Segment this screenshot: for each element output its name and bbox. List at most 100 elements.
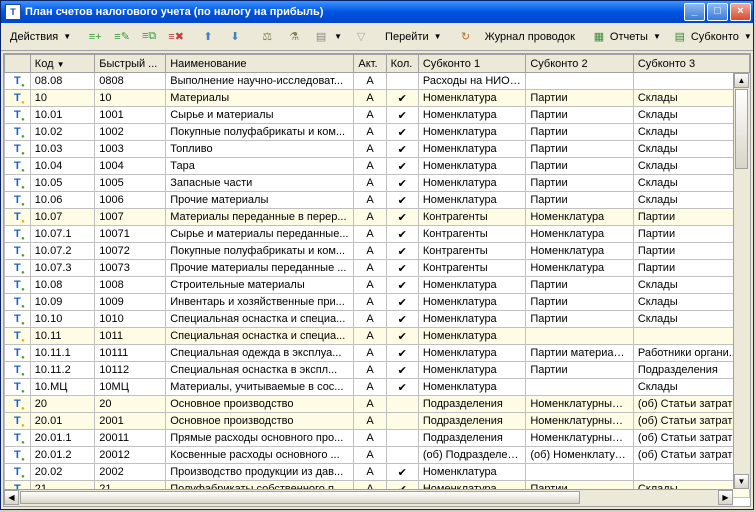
cell-kod: 10.03 [30,141,95,158]
move-up-button[interactable]: ⬆ [195,26,221,48]
titlebar[interactable]: T План счетов налогового учета (по налог… [1,1,753,23]
cell-sub1: Номенклатура [418,277,526,294]
row-type-icon: T [14,415,21,427]
table-row[interactable]: T10.071007Материалы переданные в перер..… [5,209,750,226]
cell-kod: 10.05 [30,175,95,192]
cell-sub2 [526,328,634,345]
scroll-down-button[interactable]: ▼ [734,474,749,489]
cell-kod: 10.02 [30,124,95,141]
cell-sub2: Партии материал... [526,345,634,362]
cell-akt: А [354,226,386,243]
move-down-button[interactable]: ⬇ [222,26,248,48]
delete-button[interactable]: ≡✖ [163,26,189,48]
delete-icon: ≡✖ [168,29,184,45]
table-row[interactable]: T10.031003ТопливоА✔НоменклатураПартииСкл… [5,141,750,158]
add-icon: ≡+ [87,29,103,45]
table-row[interactable]: T10.021002Покупные полуфабрикаты и ком..… [5,124,750,141]
subkonto-menu[interactable]: ▤Субконто▼ [667,26,756,48]
cell-name: Строительные материалы [166,277,354,294]
table-row[interactable]: T1010МатериалыА✔НоменклатураПартииСклады [5,90,750,107]
row-type-icon: T [14,296,21,308]
table-row[interactable]: T10.061006Прочие материалыА✔Номенклатура… [5,192,750,209]
table-row[interactable]: T10.07.210072Покупные полуфабрикаты и ко… [5,243,750,260]
cell-kol: ✔ [386,124,418,141]
cell-sub2 [526,379,634,396]
horizontal-scrollbar[interactable]: ◀ ▶ [4,489,733,506]
reports-menu[interactable]: ▦Отчеты▼ [586,26,666,48]
cell-sub2: Партии [526,90,634,107]
column-header[interactable]: Кол. [386,55,418,73]
table-row[interactable]: T10.111011Специальная оснастка и специа.… [5,328,750,345]
goto-menu[interactable]: Перейти▼ [380,26,447,48]
table-row[interactable]: T10.07.310073Прочие материалы переданные… [5,260,750,277]
cell-bystryi: 1009 [95,294,166,311]
column-header[interactable]: Быстрый ... [95,55,166,73]
cell-sub1: Номенклатура [418,362,526,379]
table-row[interactable]: T10.041004ТараА✔НоменклатураПартииСклады [5,158,750,175]
edit-button[interactable]: ≡✎ [109,26,135,48]
cell-bystryi: 1002 [95,124,166,141]
row-type-icon: T [14,330,21,342]
cell-sub1: Номенклатура [418,192,526,209]
cell-kol: ✔ [386,243,418,260]
minimize-button[interactable]: _ [684,3,705,21]
table-row[interactable]: T2020Основное производствоАПодразделения… [5,396,750,413]
refresh-button[interactable]: ↻ [453,26,479,48]
cell-kod: 10.07 [30,209,95,226]
table-row[interactable]: T10.081008Строительные материалыА✔Номенк… [5,277,750,294]
filter1-button[interactable]: ⚖ [254,26,280,48]
cell-akt: А [354,243,386,260]
scroll-left-button[interactable]: ◀ [4,490,19,505]
scroll-thumb-v[interactable] [735,89,748,169]
actions-menu[interactable]: Действия▼ [5,26,76,48]
column-header[interactable]: Субконто 1 [418,55,526,73]
copy-button[interactable]: ≡⧉ [136,26,162,48]
cell-akt: А [354,141,386,158]
cell-sub2 [526,73,634,90]
filter3-button[interactable]: ▤▼ [308,26,347,48]
table-row[interactable]: T20.01.220012Косвенные расходы основного… [5,447,750,464]
table-row[interactable]: T10.051005Запасные частиА✔НоменклатураПа… [5,175,750,192]
journal-button[interactable]: Журнал проводок [480,26,580,48]
table-row[interactable]: T10.101010Специальная оснастка и специа.… [5,311,750,328]
table-row[interactable]: T20.01.120011Прямые расходы основного пр… [5,430,750,447]
column-header[interactable]: Субконто 2 [526,55,634,73]
vertical-scrollbar[interactable]: ▲ ▼ [733,73,750,489]
cell-kod: 20 [30,396,95,413]
table-row[interactable]: T10.07.110071Сырье и материалы переданны… [5,226,750,243]
row-type-icon: T [14,279,21,291]
column-header[interactable] [5,55,31,73]
close-button[interactable]: × [730,3,751,21]
add-button[interactable]: ≡+ [82,26,108,48]
table-row[interactable]: T10.091009Инвентарь и хозяйственные при.… [5,294,750,311]
table-row[interactable]: T20.012001Основное производствоАПодразде… [5,413,750,430]
column-header[interactable]: Субконто 3 [633,55,749,73]
table-row[interactable]: T10.011001Сырье и материалыА✔Номенклатур… [5,107,750,124]
cell-sub2: Партии [526,141,634,158]
filter2-button[interactable]: ⚗ [281,26,307,48]
table-header-row[interactable]: Код ▼Быстрый ...НаименованиеАкт.Кол.Субк… [5,55,750,73]
table-row[interactable]: T08.080808Выполнение научно-исследоват..… [5,73,750,90]
table-row[interactable]: T10.11.110111Специальная одежда в эксплу… [5,345,750,362]
scroll-right-button[interactable]: ▶ [718,490,733,505]
cell-bystryi: 10111 [95,345,166,362]
cell-name: Покупные полуфабрикаты и ком... [166,243,354,260]
table-row[interactable]: T10.МЦ10МЦМатериалы, учитываемые в сос..… [5,379,750,396]
row-type-icon: T [14,194,21,206]
filter-off-button[interactable]: ▽ [348,26,374,48]
table-row[interactable]: T20.022002Производство продукции из дав.… [5,464,750,481]
cell-sub2: Партии [526,107,634,124]
maximize-button[interactable]: □ [707,3,728,21]
column-header[interactable]: Наименование [166,55,354,73]
cell-sub1: Контрагенты [418,209,526,226]
column-header[interactable]: Акт. [354,55,386,73]
cell-bystryi: 1004 [95,158,166,175]
cell-akt: А [354,379,386,396]
cell-bystryi: 0808 [95,73,166,90]
accounts-table[interactable]: Код ▼Быстрый ...НаименованиеАкт.Кол.Субк… [4,54,750,498]
scroll-thumb-h[interactable] [20,491,580,504]
column-header[interactable]: Код ▼ [30,55,95,73]
cell-kod: 10.МЦ [30,379,95,396]
scroll-up-button[interactable]: ▲ [734,73,749,88]
table-row[interactable]: T10.11.210112Специальная оснастка в эксп… [5,362,750,379]
